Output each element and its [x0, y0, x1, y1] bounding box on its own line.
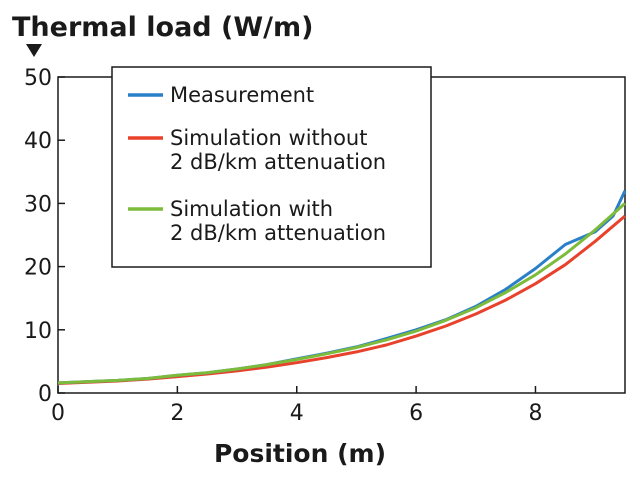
x-tick-label: 4: [290, 401, 304, 426]
x-tick-label: 0: [51, 401, 65, 426]
y-tick-label: 30: [24, 192, 52, 217]
y-axis-marker-triangle: [26, 44, 42, 57]
x-axis-title: Position (m): [214, 439, 386, 468]
y-tick-label: 40: [24, 129, 52, 154]
legend-box: [111, 66, 432, 268]
x-tick-label: 8: [528, 401, 542, 426]
x-tick-label: 6: [409, 401, 423, 426]
y-tick-label: 10: [24, 319, 52, 344]
plot-area: 0 10 20 30 40 50 0 2 4 6 8: [24, 66, 627, 426]
y-tick-label: 0: [38, 382, 52, 407]
y-tick-label: 20: [24, 256, 52, 281]
legend-label-sim-with: Simulation with 2 dB/km attenuation: [170, 197, 386, 245]
legend-label-measurement: Measurement: [170, 83, 314, 107]
x-tick-label: 2: [170, 401, 184, 426]
series-line-sim-with: [57, 202, 626, 385]
y-tick-label: 50: [24, 66, 52, 91]
legend-label-sim-without: Simulation without 2 dB/km attenuation: [170, 126, 386, 174]
y-axis-title: Thermal load (W/m): [12, 12, 313, 43]
legend: Measurement Simulation without 2 dB/km a…: [111, 66, 432, 268]
